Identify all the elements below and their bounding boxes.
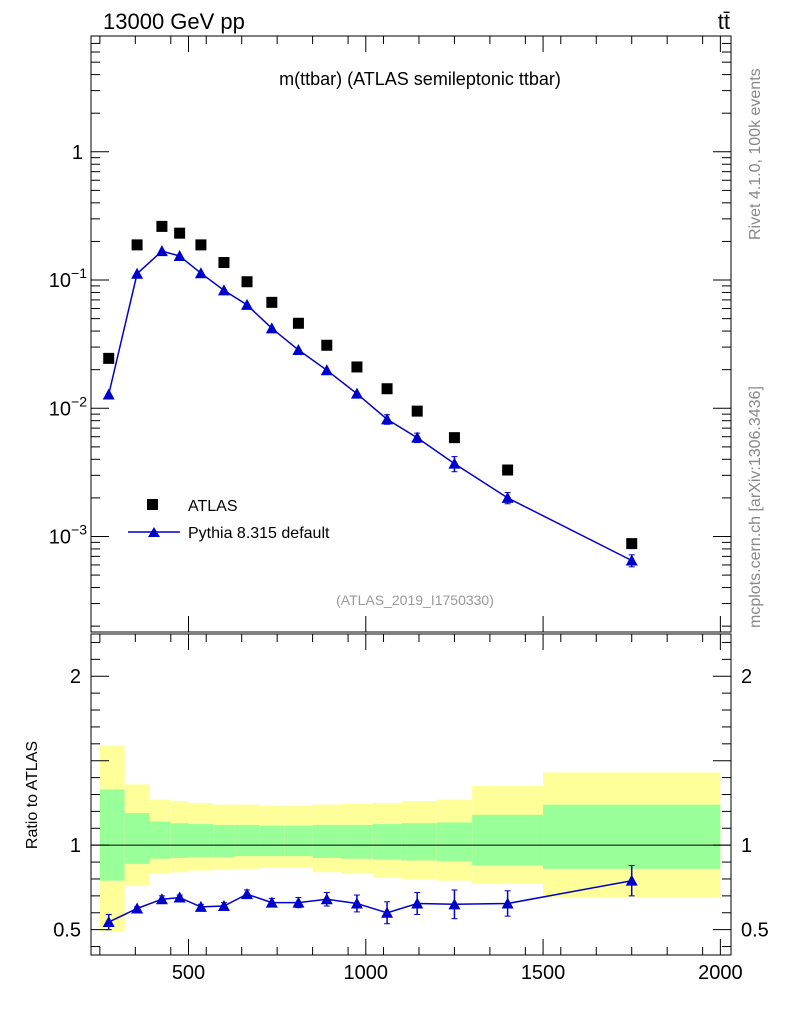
atlas-data-point (218, 257, 230, 269)
pythia-data-point (173, 249, 186, 261)
pythia-data-point (411, 431, 424, 443)
ratio-y-tick-label-right: 2 (741, 666, 752, 688)
atlas-data-point (321, 339, 333, 351)
pythia-data-point (448, 457, 461, 469)
legend-atlas-marker (147, 499, 158, 510)
uncertainty-band-inner (472, 814, 544, 866)
uncertainty-band-inner (436, 822, 473, 862)
ratio-data-point (411, 897, 424, 909)
atlas-data-point (174, 227, 186, 239)
ratio-data-point (102, 916, 115, 928)
atlas-data-point (103, 352, 115, 364)
atlas-data-point (292, 317, 304, 329)
atlas-data-point (131, 239, 143, 251)
pythia-data-point (292, 343, 305, 355)
ratio-y-axis-label: Ratio to ATLAS (24, 741, 41, 849)
ratio-data-point (217, 900, 230, 912)
process-label: tt̄ (718, 9, 730, 34)
ratio-data-point (320, 893, 333, 905)
mcplots-reference-label: mcplots.cern.ch [arXiv:1306.3436] (747, 386, 764, 628)
pythia-data-point (501, 491, 514, 503)
uncertainty-band-inner (234, 824, 260, 857)
uncertainty-band-inner (170, 823, 189, 858)
atlas-data-point (195, 239, 207, 251)
atlas-data-point (626, 538, 638, 550)
pythia-data-point (241, 298, 254, 310)
uncertainty-band-inner (372, 824, 402, 860)
uncertainty-band-inner (312, 824, 341, 858)
atlas-data-point (241, 276, 253, 288)
ratio-y-tick-label-right: 1 (741, 835, 752, 857)
ratio-x-tick-label: 1000 (344, 962, 389, 984)
main-panel: 1 10−1 10−2 10−3 (49, 35, 732, 633)
legend: ATLAS Pythia 8.315 default (128, 498, 330, 542)
main-y-tick-label: 10−1 (49, 265, 87, 292)
ratio-x-tick-label: 500 (172, 962, 205, 984)
uncertainty-band-inner (99, 789, 125, 881)
ratio-data-point (448, 898, 461, 910)
ratio-data-point (173, 891, 186, 903)
legend-pythia-marker (148, 527, 160, 537)
atlas-data-point (411, 405, 423, 417)
legend-atlas-label: ATLAS (188, 498, 238, 515)
atlas-data-point (448, 432, 460, 444)
uncertainty-band-inner (340, 824, 373, 859)
uncertainty-band-inner (213, 824, 235, 858)
uncertainty-band-inner (259, 825, 285, 857)
atlas-data-point (266, 296, 278, 308)
energy-label: 13000 GeV pp (103, 9, 245, 34)
ratio-y-tick-label: 2 (70, 666, 81, 688)
ratio-panel: 0.5 0.5 1 1 2 2 500 1000 1500 2000 (53, 633, 769, 984)
uncertainty-band-inner (543, 804, 721, 869)
ratio-data-point (241, 888, 254, 900)
pythia-data-point (131, 267, 144, 279)
uncertainty-band-inner (284, 825, 313, 857)
ratio-x-tick-label: 1500 (521, 962, 566, 984)
uncertainty-band-inner (149, 821, 171, 859)
main-frame (90, 35, 732, 633)
rivet-version-label: Rivet 4.1.0, 100k events (747, 68, 764, 240)
atlas-data-point (502, 464, 514, 476)
pythia-data-point (625, 554, 638, 566)
main-y-tick-label: 10−2 (49, 393, 87, 420)
uncertainty-band-inner (401, 823, 437, 861)
ratio-data-point (625, 874, 638, 886)
ratio-line (108, 879, 632, 923)
ratio-y-tick-label: 1 (70, 835, 81, 857)
main-y-tick-label: 10−3 (49, 522, 87, 549)
ratio-data-point (194, 900, 207, 912)
ratio-y-tick-label: 0.5 (53, 920, 81, 942)
pythia-data-point (155, 245, 168, 257)
atlas-data-point (156, 220, 168, 232)
ratio-data-point (350, 897, 363, 909)
atlas-data-point (351, 361, 363, 373)
ratio-data-point (292, 896, 305, 908)
uncertainty-band-inner (124, 813, 150, 864)
pythia-data-point (320, 364, 333, 376)
ratio-data-point (265, 896, 278, 908)
ratio-data-point (381, 906, 394, 918)
main-y-tick-label: 1 (72, 142, 83, 164)
ratio-x-tick-label: 2000 (698, 962, 743, 984)
main-title: m(ttbar) (ATLAS semileptonic ttbar) (279, 69, 561, 89)
ratio-data-point (501, 897, 514, 909)
atlas-data-point (381, 383, 393, 395)
pythia-data-point (381, 413, 394, 425)
pythia-data-point (217, 284, 230, 296)
pythia-data-point (350, 387, 363, 399)
pythia-data-point (265, 322, 278, 334)
pythia-line (107, 250, 633, 562)
ratio-y-tick-label-right: 0.5 (741, 920, 769, 942)
analysis-id: (ATLAS_2019_I1750330) (336, 592, 494, 608)
pythia-data-point (102, 388, 115, 400)
uncertainty-band-inner (188, 824, 214, 858)
ratio-data-point (131, 902, 144, 914)
ratio-data-point (155, 893, 168, 905)
pythia-data-point (194, 267, 207, 279)
legend-pythia-label: Pythia 8.315 default (188, 525, 330, 542)
